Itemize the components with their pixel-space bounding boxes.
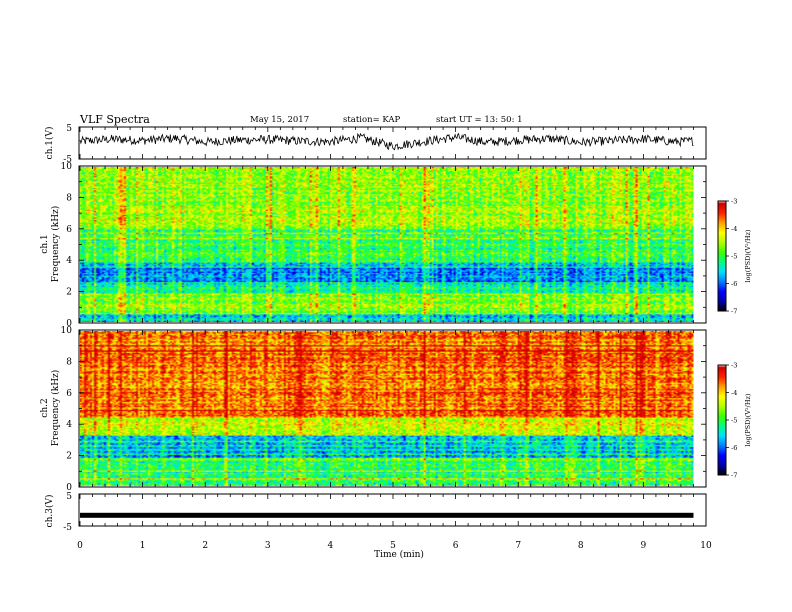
spectrogram-ch2-panel: 0 2 4 6 8 10 ch.2 Frequency (kHz) [40,326,707,493]
time-tick-label: 8 [578,541,584,551]
ch1-ytick-top: 5 [66,124,72,134]
spectrogram-ch1-panel: 0 2 4 6 8 10 ch.1 Frequency (kHz) [40,162,707,329]
time-tick-label: 10 [700,541,712,551]
y-tick-label: 0 [66,483,72,493]
ch1-waveform-frame [78,126,707,160]
colorbar-tick-label: -6 [731,444,737,452]
time-tick-label: 3 [265,541,271,551]
time-tick-label: 9 [641,541,647,551]
ch3-ytick-bottom: -5 [63,523,72,533]
colorbar-tick-label: -5 [731,417,737,425]
ch3-ytick-top: 5 [66,492,72,502]
colorbar-ch2-gradient [718,365,726,475]
time-tick-label: 4 [328,541,334,551]
y-tick-label: 10 [61,162,73,172]
time-axis-ticklabels: 0 1 2 3 4 5 6 7 8 9 10 [77,541,712,551]
colorbar-tick-label: -5 [731,253,737,261]
ch1-waveform-trace [79,132,694,151]
y-tick-label: 2 [66,452,72,462]
y-tick-label: 8 [66,357,72,367]
colorbar-ch1-label: log(PSD)(V²/Hz) [744,229,752,282]
y-tick-label: 4 [66,256,72,266]
y-tick-label: 0 [66,319,72,329]
colorbar-tick-label: -7 [731,472,737,480]
colorbar-tick-label: -7 [731,308,737,316]
time-tick-label: 1 [140,541,146,551]
station-label: station= KAP [343,115,401,125]
y-tick-label: 10 [61,326,73,336]
time-axis-label: Time (min) [374,549,424,560]
colorbar-tick-label: -4 [731,389,737,397]
y-tick-label: 2 [66,288,72,298]
colorbar-tick-label: -3 [731,362,737,370]
time-tick-label: 0 [77,541,83,551]
ch1-ytick-bottom: -5 [63,155,72,165]
colorbar-ch2-label: log(PSD)(V²/Hz) [744,393,752,446]
time-tick-label: 7 [515,541,521,551]
colorbar-tick-label: -6 [731,280,737,288]
colorbar-ch2: -3 -4 -5 -6 -7 log(PSD)(V²/Hz) [717,362,752,480]
colorbar-ch1-gradient [718,201,726,311]
ch1-spectrogram-image [80,167,694,322]
y-tick-label: 4 [66,420,72,430]
start-time-label: start UT = 13: 50: 1 [436,115,523,125]
ch3-waveform-frame [78,493,707,527]
waveform-ch1-panel: 5 -5 ch.1(V) [44,124,707,165]
colorbar-ch1: -3 -4 -5 -6 -7 log(PSD)(V²/Hz) [717,198,752,316]
colorbar-tick-label: -3 [731,198,737,206]
date-label: May 15, 2017 [250,115,309,125]
waveform-ch3-panel: 5 -5 ch.3(V) [44,492,707,533]
ch2-channel-label: ch.2 [40,398,50,417]
colorbar-tick-label: -4 [731,225,737,233]
time-tick-label: 5 [390,541,396,551]
figure-title: VLF Spectra [79,113,150,126]
ch3-waveform-trace [80,512,694,518]
ch2-frequency-ylabel: Frequency (kHz) [50,370,61,447]
ch3-waveform-ylabel: ch.3(V) [44,495,55,528]
y-tick-label: 6 [66,389,72,399]
ch1-waveform-ylabel: ch.1(V) [44,127,55,160]
time-tick-label: 2 [202,541,208,551]
y-tick-label: 8 [66,193,72,203]
ch2-spectrogram-image [80,331,694,486]
time-tick-label: 6 [453,541,459,551]
ch1-channel-label: ch.1 [40,234,50,253]
ch1-frequency-ylabel: Frequency (kHz) [50,206,61,283]
y-tick-label: 6 [66,225,72,235]
